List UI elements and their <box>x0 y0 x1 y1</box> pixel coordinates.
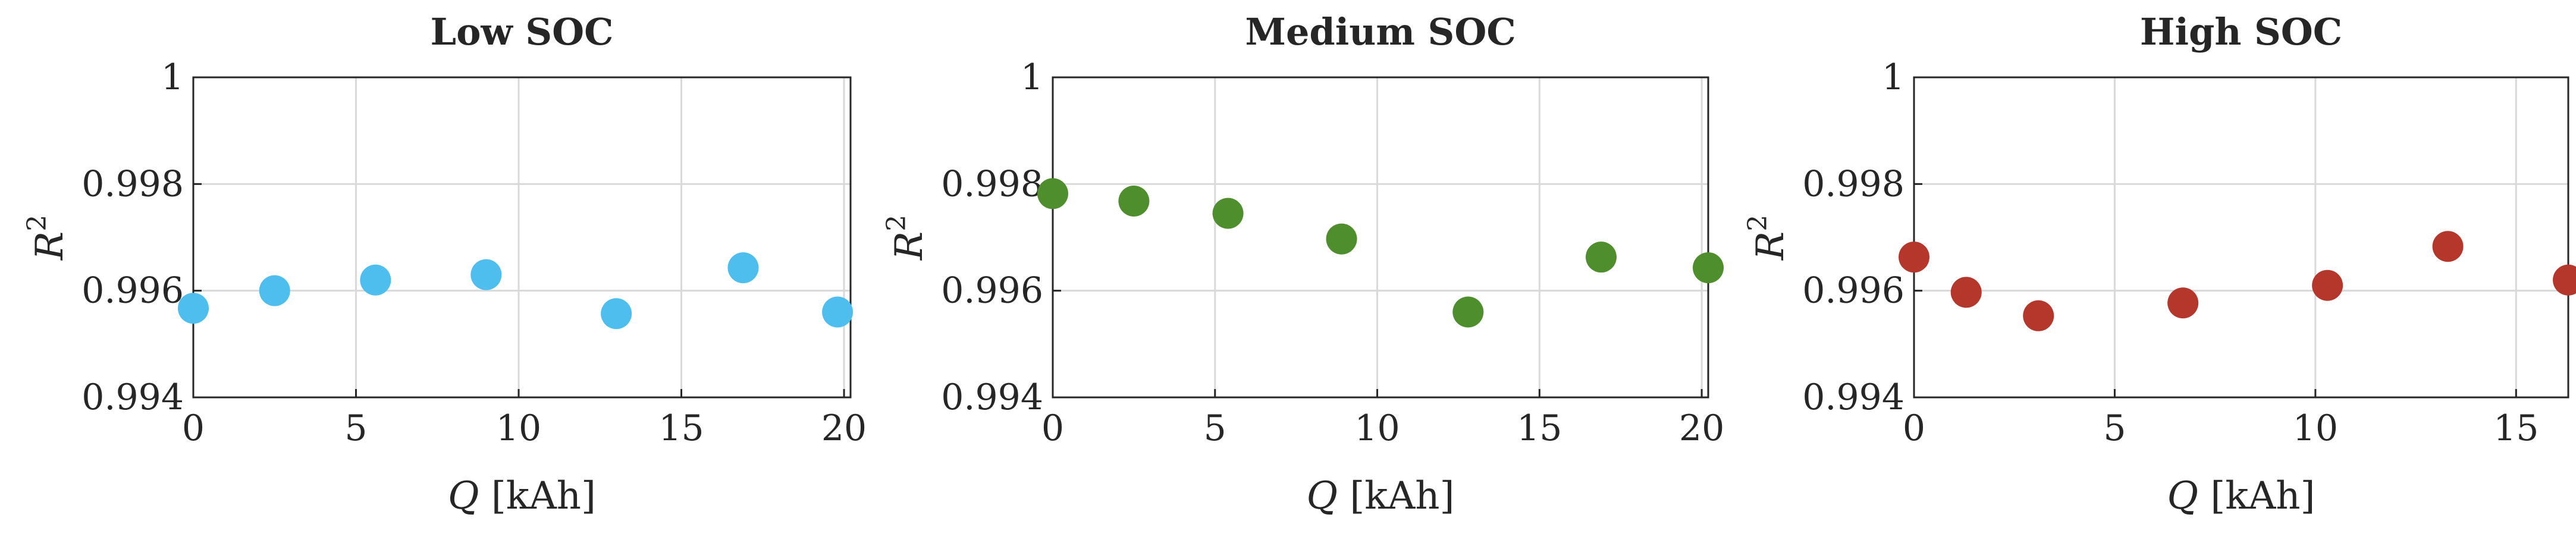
data-point <box>1950 277 1982 308</box>
y-tick-label: 1 <box>1021 57 1043 98</box>
x-axis-label: Q [kAh] <box>448 474 596 518</box>
data-point <box>1326 223 1357 255</box>
data-point <box>1693 252 1724 284</box>
data-point <box>1118 186 1150 217</box>
x-tick-label: 5 <box>344 407 367 449</box>
y-tick-label: 0.998 <box>1802 163 1904 205</box>
chart-title: Low SOC <box>430 10 613 54</box>
data-point <box>178 293 209 324</box>
data-point <box>822 296 854 328</box>
data-point <box>2312 269 2343 301</box>
chart-title: High SOC <box>2140 10 2342 54</box>
y-tick-label: 1 <box>161 57 184 98</box>
data-point <box>1037 178 1068 209</box>
y-tick-label: 0.994 <box>941 377 1043 418</box>
data-point <box>601 298 632 330</box>
x-tick-label: 0 <box>1041 407 1064 449</box>
plot-area <box>193 77 851 397</box>
plot-area <box>1914 77 2568 397</box>
panel-1: 0 5 10 15 20 0.994 0.996 0.998 1 Low SOC Q [kAh] R2 <box>22 10 867 518</box>
data-point <box>1212 197 1244 229</box>
y-tick-label: 0.994 <box>1802 377 1904 418</box>
y-axis-label: R2 <box>1743 215 1793 261</box>
panel-3: 0 5 10 15 0.994 0.996 0.998 1 High SOC Q [kAh] R2 <box>1743 10 2576 518</box>
chart-title: Medium SOC <box>1245 10 1516 54</box>
y-axis-label: R2 <box>22 215 72 261</box>
x-tick-label: 5 <box>2103 407 2126 449</box>
y-tick-label: 0.996 <box>1802 270 1904 312</box>
x-tick-label: 20 <box>1679 407 1724 449</box>
axes-box <box>1913 76 2569 399</box>
x-tick-label: 15 <box>1517 407 1562 449</box>
y-tick-label: 0.996 <box>81 270 184 312</box>
x-tick-label: 0 <box>182 407 205 449</box>
y-tick-label: 0.996 <box>941 270 1043 312</box>
x-tick-label: 10 <box>2293 407 2338 449</box>
x-tick-label: 5 <box>1204 407 1226 449</box>
data-point <box>2167 287 2199 319</box>
x-tick-label: 10 <box>496 407 541 449</box>
data-point <box>259 275 290 306</box>
data-point <box>2432 231 2464 262</box>
y-tick-label: 0.994 <box>81 377 184 418</box>
y-tick-label: 0.998 <box>81 163 184 205</box>
x-tick-label: 20 <box>821 407 867 449</box>
data-point <box>470 259 502 290</box>
data-point <box>2023 300 2054 331</box>
data-point <box>1452 296 1484 328</box>
plot-area <box>1053 77 1708 397</box>
data-point <box>1899 242 1929 273</box>
y-tick-label: 0.998 <box>941 163 1043 205</box>
data-point <box>1585 242 1617 273</box>
panel-2: 0 5 10 15 20 0.994 0.996 0.998 1 Medium SOC Q [kAh… <box>881 10 1724 518</box>
x-axis-label: Q [kAh] <box>2167 474 2315 518</box>
x-axis-label: Q [kAh] <box>1307 474 1455 518</box>
axes-box <box>192 76 852 399</box>
x-tick-label: 15 <box>2493 407 2539 449</box>
y-tick-label: 1 <box>1882 57 1904 98</box>
axes-box <box>1052 76 1709 399</box>
x-tick-label: 0 <box>1903 407 1925 449</box>
data-point <box>2553 264 2576 296</box>
x-tick-label: 10 <box>1354 407 1400 449</box>
y-axis-label: R2 <box>881 215 931 261</box>
data-point <box>727 252 759 284</box>
x-tick-label: 15 <box>658 407 704 449</box>
data-point <box>360 264 391 296</box>
